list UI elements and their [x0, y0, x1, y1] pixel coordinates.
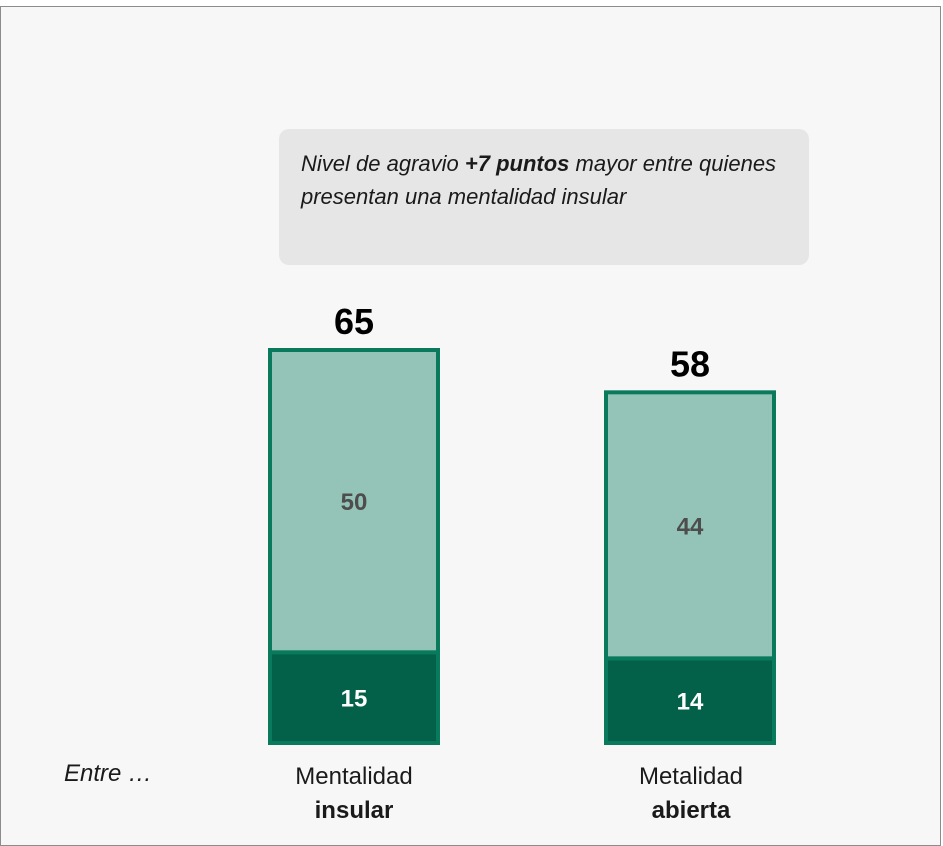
- callout-highlight: +7 puntos: [464, 151, 570, 176]
- category-label-2-line-2: abierta: [651, 797, 731, 824]
- segment-label-2-2: 44: [677, 513, 704, 540]
- total-label-1: 65: [334, 301, 374, 342]
- total-label-2: 58: [670, 343, 710, 384]
- bar-segment-2-2: [604, 390, 776, 661]
- category-label-1-line-2: insular: [314, 797, 394, 824]
- category-label-2: Metalidad abierta: [591, 760, 791, 828]
- bar-segment-2-1: [604, 656, 776, 745]
- category-label-1-line-1: Mentalidad: [295, 763, 413, 790]
- category-label-2-line-1: Metalidad: [638, 763, 744, 790]
- insight-callout: Nivel de agravio +7 puntos mayor entre q…: [279, 129, 809, 265]
- category-label-1: Mentalidad insular: [254, 760, 454, 828]
- callout-suffix: mayor entre quienes presentan una mental…: [301, 151, 777, 209]
- segment-label-1-2: 50: [341, 489, 368, 516]
- callout-prefix: Nivel de agravio: [301, 151, 465, 176]
- row-label-entre: Entre …: [64, 760, 153, 787]
- bar-segment-1-2: [268, 348, 440, 655]
- segment-label-2-1: 14: [677, 689, 704, 716]
- segment-label-1-1: 15: [341, 686, 368, 713]
